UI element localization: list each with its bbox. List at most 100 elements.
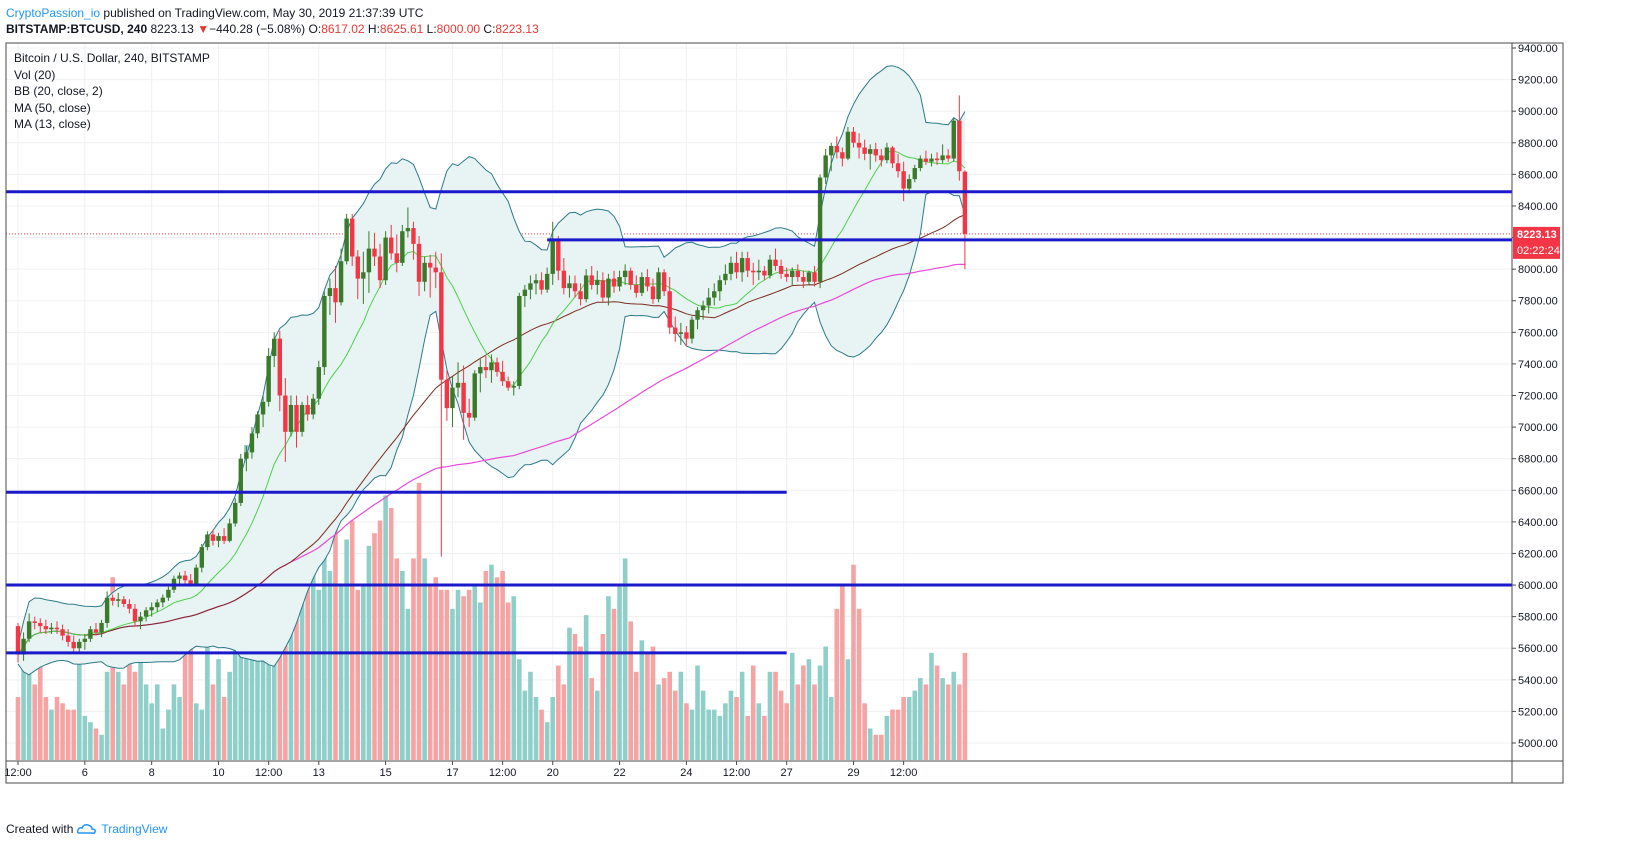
candle-body: [834, 145, 839, 153]
volume-bar: [260, 589, 266, 760]
bb-lower: [17, 191, 966, 676]
low-value: 8000.00: [436, 22, 481, 36]
candle-body: [706, 297, 711, 306]
candle-body: [778, 265, 784, 274]
candle: [650, 278, 656, 304]
candle: [355, 250, 360, 300]
down-arrow-icon: ▼: [197, 22, 210, 36]
volume-bar: [154, 684, 160, 760]
author-link[interactable]: CryptoPassion_io: [6, 6, 101, 20]
volume-bar: [171, 684, 177, 760]
volume-bar: [489, 564, 494, 760]
candle: [801, 270, 806, 289]
time-axis[interactable]: 12:00 6 8 10 12:00 13 15 17 12:00 20 22 24 12:00 27 29…: [4, 761, 917, 779]
candle-body: [283, 395, 288, 432]
time-tick-label: 12:00: [723, 767, 751, 779]
candle-body: [912, 168, 917, 180]
candle-body: [338, 261, 344, 303]
price-tick-label: 7000.00: [1518, 422, 1558, 434]
candle-body: [940, 155, 945, 161]
volume-bar: [54, 697, 60, 760]
legend-ma13[interactable]: MA (13, close): [14, 117, 91, 131]
legend-ma50[interactable]: MA (50, close): [14, 101, 91, 115]
candle-body: [255, 414, 260, 434]
volume-bar: [945, 684, 951, 760]
legend-vol[interactable]: Vol (20): [14, 68, 55, 82]
candle-body: [166, 589, 171, 598]
volume-bar: [255, 602, 260, 760]
candle: [260, 395, 266, 428]
candle-body: [333, 288, 338, 303]
candle-body: [606, 278, 611, 298]
candle-body: [934, 158, 940, 161]
candle: [851, 126, 856, 148]
volume-bar: [528, 671, 533, 760]
published-text: published on TradingView.com, May 30, 20…: [100, 6, 424, 20]
candle-body: [528, 283, 533, 290]
candle-body: [595, 280, 600, 285]
candle-body: [388, 237, 394, 254]
candle: [834, 136, 839, 159]
candle-body: [951, 120, 956, 159]
volume-bar: [879, 734, 884, 760]
volume-bar: [238, 558, 244, 760]
horizontal-levels[interactable]: [6, 190, 1512, 655]
volume-bar: [823, 646, 828, 760]
volume-bar: [756, 703, 762, 760]
volume-bar: [500, 571, 505, 760]
volume-bar: [522, 690, 528, 760]
candle-body: [455, 382, 461, 388]
volume-bar: [455, 589, 461, 760]
volume-bar: [299, 558, 305, 760]
volume-bar: [895, 709, 901, 760]
candle-body: [845, 131, 851, 159]
price-axis[interactable]: 5000.00 5200.00 5400.00 5600.00 5800.00 6000.…: [1512, 43, 1558, 750]
candle: [723, 264, 728, 285]
volume-bar: [82, 715, 88, 760]
candle-body: [533, 280, 539, 284]
tradingview-link[interactable]: TradingView: [101, 822, 168, 836]
candle-body: [650, 286, 656, 300]
candle-body: [873, 149, 878, 156]
candle: [344, 213, 349, 265]
volume-bar: [700, 690, 706, 760]
time-tick-label: 12:00: [4, 767, 32, 779]
candle: [812, 265, 817, 287]
candle: [745, 251, 750, 278]
volume-bar: [750, 665, 756, 760]
legend-bb[interactable]: BB (20, close, 2): [14, 84, 103, 98]
candle: [561, 258, 567, 295]
volume-bar: [338, 583, 344, 760]
candle: [617, 270, 622, 292]
candle: [661, 269, 667, 296]
volume-bar: [466, 589, 472, 760]
candle-body: [110, 597, 115, 601]
close-value: 8223.13: [495, 22, 539, 36]
candle: [500, 360, 505, 387]
candle: [739, 251, 745, 282]
candle-body: [795, 270, 800, 278]
candle: [450, 376, 455, 428]
candle-body: [121, 599, 127, 604]
candle-body: [773, 259, 778, 266]
volume-bar: [817, 665, 823, 760]
candle-body: [600, 280, 606, 298]
volume-bar: [372, 533, 377, 760]
volume-bar: [472, 583, 478, 760]
price-tick-label: 5200.00: [1518, 706, 1558, 718]
candle-body: [194, 567, 199, 584]
volume-bar: [773, 671, 778, 760]
volume-bar: [594, 690, 600, 760]
candle: [383, 231, 388, 285]
candle: [411, 221, 416, 260]
candle-body: [238, 458, 243, 503]
volume-bar: [834, 608, 840, 760]
candle-body: [851, 131, 856, 143]
candle: [283, 378, 288, 462]
volume-bar: [906, 697, 912, 760]
volume-bar: [851, 564, 856, 760]
volume-bar: [115, 671, 121, 760]
volume-bar: [383, 495, 388, 760]
volume-bar: [166, 709, 171, 760]
